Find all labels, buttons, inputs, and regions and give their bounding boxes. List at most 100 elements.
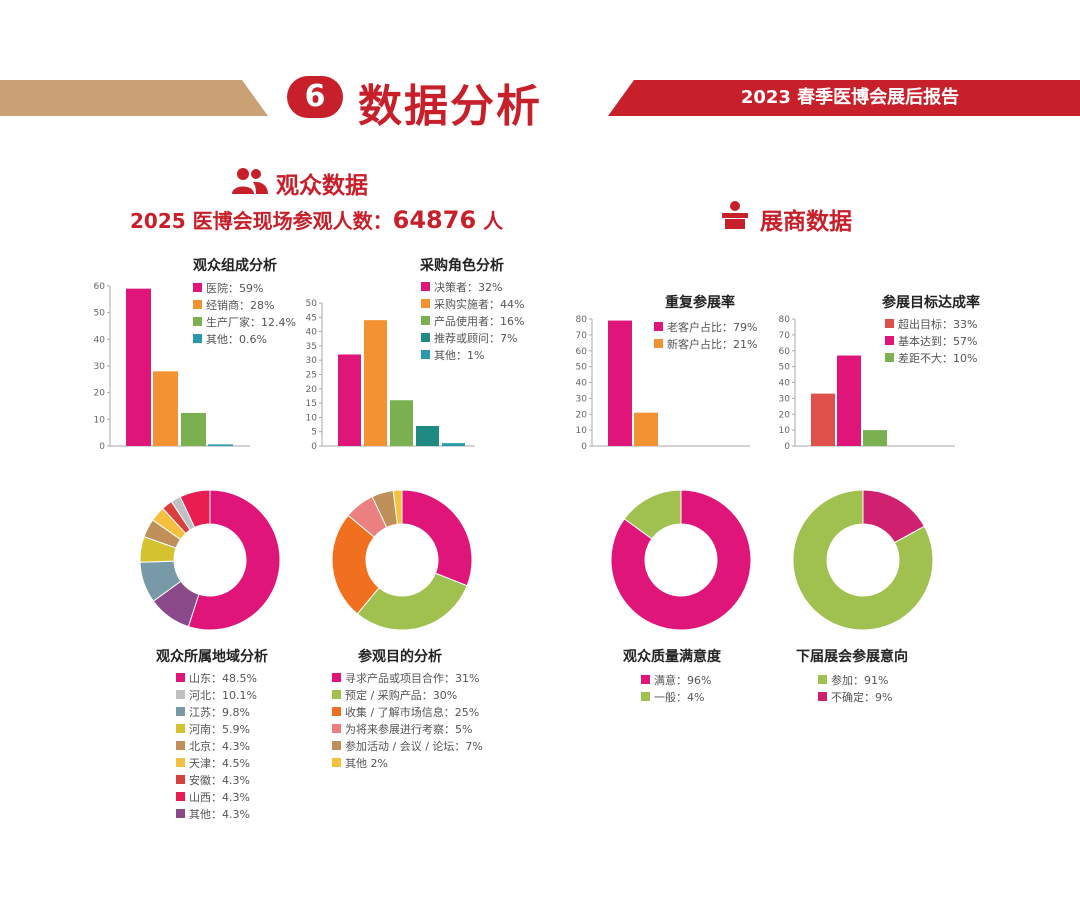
donut-chart-d1 — [139, 489, 281, 631]
legend-item: 其他：1% — [421, 346, 524, 363]
donut-slice — [392, 489, 403, 525]
legend-item: 新客户占比：21% — [654, 335, 757, 352]
visitor-count: 2025 医博会现场参观人数：64876 人 — [130, 205, 503, 234]
y-tick-label: 30 — [306, 356, 318, 366]
legend-label: 天津：4.5% — [189, 756, 250, 770]
legend-swatch — [332, 724, 341, 733]
legend-item: 老客户占比：79% — [654, 318, 757, 335]
bar — [364, 320, 387, 446]
y-tick-label: 30 — [779, 394, 791, 404]
exhibitor-section-title: 展商数据 — [760, 209, 852, 235]
y-tick-label: 5 — [311, 428, 317, 438]
legend-item: 为将来参展进行考察：5% — [332, 720, 483, 737]
legend-label: 基本达到：57% — [898, 334, 978, 348]
section-number-badge: 6 — [287, 76, 343, 118]
bar-chart-c1: 0 10 20 30 40 50 60 — [94, 282, 250, 452]
legend-swatch — [421, 333, 430, 342]
legend-swatch — [885, 353, 894, 362]
legend-item: 北京：4.3% — [176, 737, 257, 754]
legend-label: 河北：10.1% — [189, 688, 257, 702]
bar — [153, 371, 178, 446]
chart-title-region: 观众所属地域分析 — [156, 649, 268, 665]
legend-label: 参加活动 / 会议 / 论坛：7% — [345, 739, 483, 753]
legend-label: 其他：0.6% — [206, 332, 267, 346]
legend-item: 山西：4.3% — [176, 788, 257, 805]
y-tick-label: 30 — [576, 394, 588, 404]
donut-slice — [623, 489, 682, 540]
visitor-count-value: 64876 — [392, 206, 477, 234]
legend-swatch — [421, 299, 430, 308]
bar — [338, 354, 361, 446]
legend-next-intention: 参加：91% 不确定：9% — [818, 671, 892, 705]
legend-label: 河南：5.9% — [189, 722, 250, 736]
legend-item: 河南：5.9% — [176, 720, 257, 737]
chart-title-satisfaction: 观众质量满意度 — [623, 649, 721, 665]
bar-chart-c2: 0 5 10 15 20 25 30 35 40 45 50 — [306, 299, 475, 452]
chart-title-audience-composition: 观众组成分析 — [193, 258, 277, 274]
legend-swatch — [193, 317, 202, 326]
y-tick-label: 0 — [581, 442, 587, 452]
legend-label: 差距不大：10% — [898, 351, 978, 365]
legend-item: 其他 2% — [332, 754, 483, 771]
legend-swatch — [818, 675, 827, 684]
bar — [442, 443, 465, 446]
y-tick-label: 0 — [311, 442, 317, 452]
legend-swatch — [641, 675, 650, 684]
legend-swatch — [332, 758, 341, 767]
legend-item: 参加活动 / 会议 / 论坛：7% — [332, 737, 483, 754]
legend-label: 山西：4.3% — [189, 790, 250, 804]
legend-swatch — [332, 707, 341, 716]
legend-label: 一般：4% — [654, 690, 705, 704]
legend-swatch — [654, 339, 663, 348]
y-tick-label: 80 — [779, 315, 791, 325]
legend-swatch — [193, 283, 202, 292]
y-tick-label: 0 — [99, 442, 105, 452]
legend-swatch — [176, 724, 185, 733]
legend-item: 超出目标：33% — [885, 315, 977, 332]
legend-swatch — [176, 707, 185, 716]
y-tick-label: 40 — [779, 379, 791, 389]
legend-swatch — [193, 300, 202, 309]
donut-slice — [356, 572, 468, 631]
chart-title-next-intention: 下届展会参展意向 — [796, 649, 908, 665]
legend-region: 山东：48.5% 河北：10.1% 江苏：9.8% 河南：5.9% 北京：4.3% 天津：… — [176, 669, 257, 822]
visitor-count-prefix: 2025 医博会现场参观人数： — [130, 209, 393, 233]
y-tick-label: 80 — [576, 315, 588, 325]
legend-repeat-rate: 老客户占比：79% 新客户占比：21% — [654, 318, 757, 352]
y-tick-label: 60 — [576, 347, 588, 357]
legend-swatch — [176, 775, 185, 784]
legend-swatch — [332, 690, 341, 699]
header-right-band — [608, 80, 1080, 116]
chart-title-purchase-role: 采购角色分析 — [420, 258, 504, 274]
chart-title-purpose: 参观目的分析 — [358, 649, 442, 665]
legend-item: 天津：4.5% — [176, 754, 257, 771]
legend-label: 其他：1% — [434, 348, 485, 362]
donut-chart-d3 — [610, 489, 752, 631]
legend-label: 山东：48.5% — [189, 671, 257, 685]
legend-swatch — [193, 334, 202, 343]
donut-slice — [401, 489, 473, 587]
y-tick-label: 0 — [784, 442, 790, 452]
legend-item: 河北：10.1% — [176, 686, 257, 703]
legend-swatch — [176, 741, 185, 750]
legend-audience-composition: 医院：59% 经销商：28% 生产厂家：12.4% 其他：0.6% — [193, 279, 296, 347]
y-tick-label: 50 — [576, 363, 588, 373]
legend-label: 经销商：28% — [206, 298, 275, 312]
legend-item: 差距不大：10% — [885, 349, 977, 366]
y-tick-label: 50 — [779, 363, 791, 373]
legend-label: 其他 2% — [345, 756, 388, 770]
audience-icon — [232, 168, 268, 194]
bar-chart-c3: 0 10 20 30 40 50 60 70 80 — [576, 315, 750, 452]
legend-label: 决策者：32% — [434, 280, 503, 294]
y-tick-label: 35 — [306, 342, 317, 352]
legend-purchase-role: 决策者：32% 采购实施者：44% 产品使用者：16% 推荐或顾问：7% 其他：1% — [421, 278, 524, 363]
chart-title-goal-rate: 参展目标达成率 — [882, 295, 980, 311]
legend-swatch — [885, 336, 894, 345]
legend-label: 医院：59% — [206, 281, 264, 295]
bar — [811, 393, 835, 446]
legend-swatch — [332, 741, 341, 750]
y-tick-label: 20 — [576, 410, 588, 420]
legend-label: 采购实施者：44% — [434, 297, 525, 311]
page-title: 数据分析 — [358, 81, 542, 132]
